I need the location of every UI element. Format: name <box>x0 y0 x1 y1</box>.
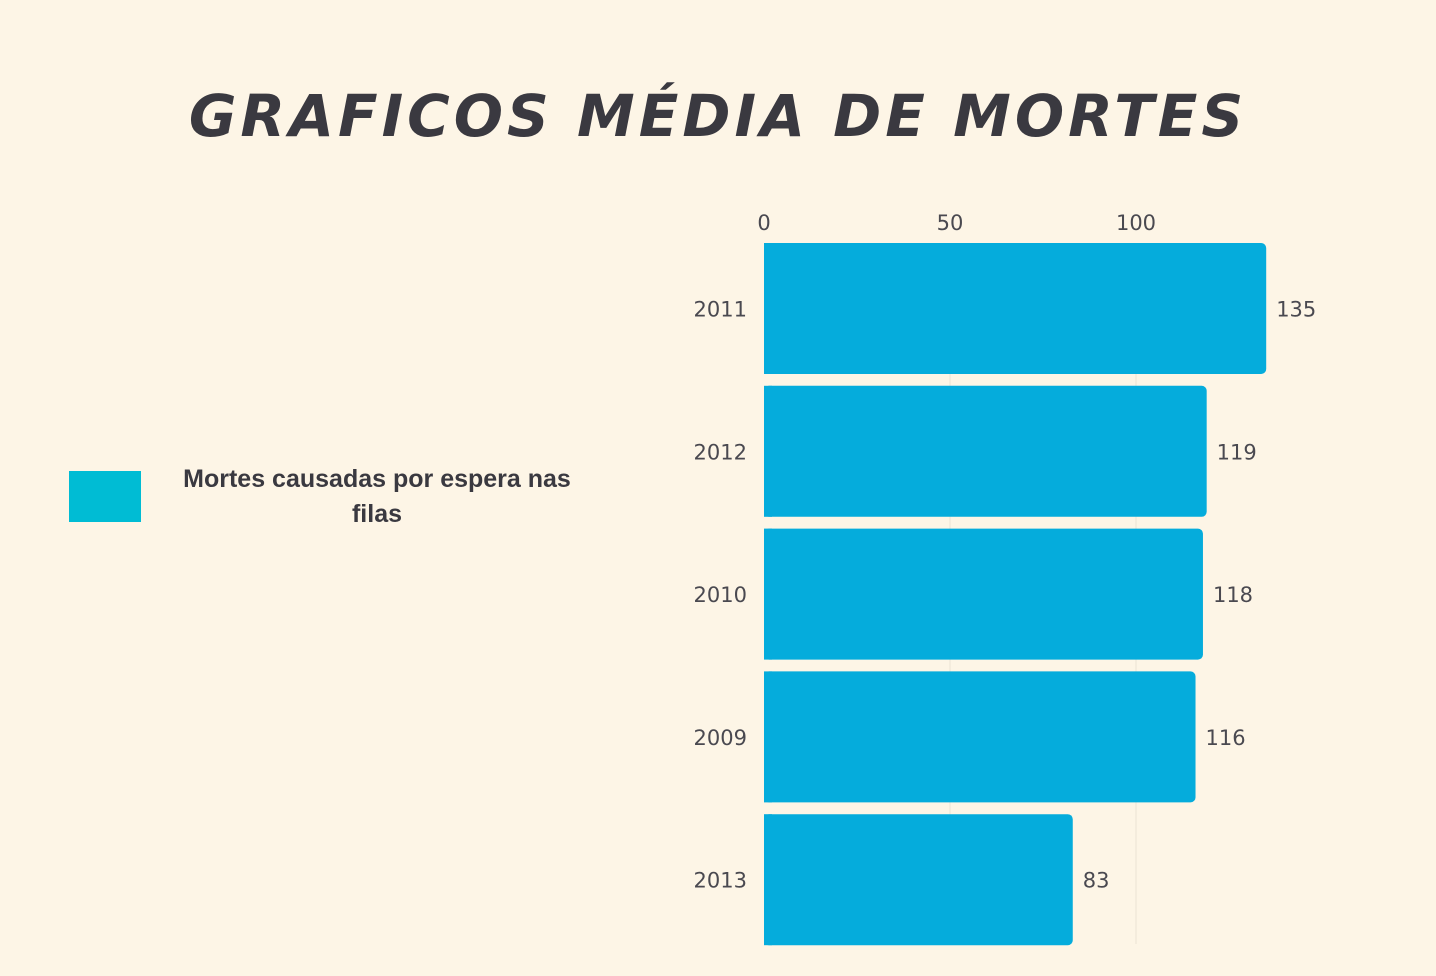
bar-2009 <box>764 671 1196 803</box>
bar-2012 <box>764 385 1207 517</box>
data-label: 118 <box>1213 583 1253 607</box>
x-tick-label: 100 <box>1116 211 1156 235</box>
legend: Mortes causadas por espera nas filas <box>69 462 629 542</box>
category-label: 2013 <box>694 869 747 893</box>
chart-title: GRAFICOS MÉDIA DE MORTES <box>188 82 1248 150</box>
legend-label: Mortes causadas por espera nas filas <box>183 465 571 528</box>
category-label: 2011 <box>694 298 747 322</box>
category-label: 2010 <box>694 583 747 607</box>
bar-base-2013 <box>764 814 772 946</box>
data-label: 135 <box>1276 298 1316 322</box>
bar-2010 <box>764 528 1203 660</box>
bar-base-2010 <box>764 528 772 660</box>
bar-base-2012 <box>764 385 772 517</box>
bar-2011 <box>764 243 1267 374</box>
data-label: 119 <box>1217 440 1257 464</box>
data-label: 83 <box>1083 869 1110 893</box>
bar-base-2011 <box>764 243 772 374</box>
category-label: 2012 <box>694 440 747 464</box>
x-tick-label: 50 <box>937 211 964 235</box>
bar-2013 <box>764 814 1073 946</box>
legend-swatch <box>69 471 141 522</box>
bar-base-2009 <box>764 671 772 803</box>
data-label: 116 <box>1206 726 1246 750</box>
category-label: 2009 <box>694 726 747 750</box>
x-tick-label: 0 <box>757 211 770 235</box>
